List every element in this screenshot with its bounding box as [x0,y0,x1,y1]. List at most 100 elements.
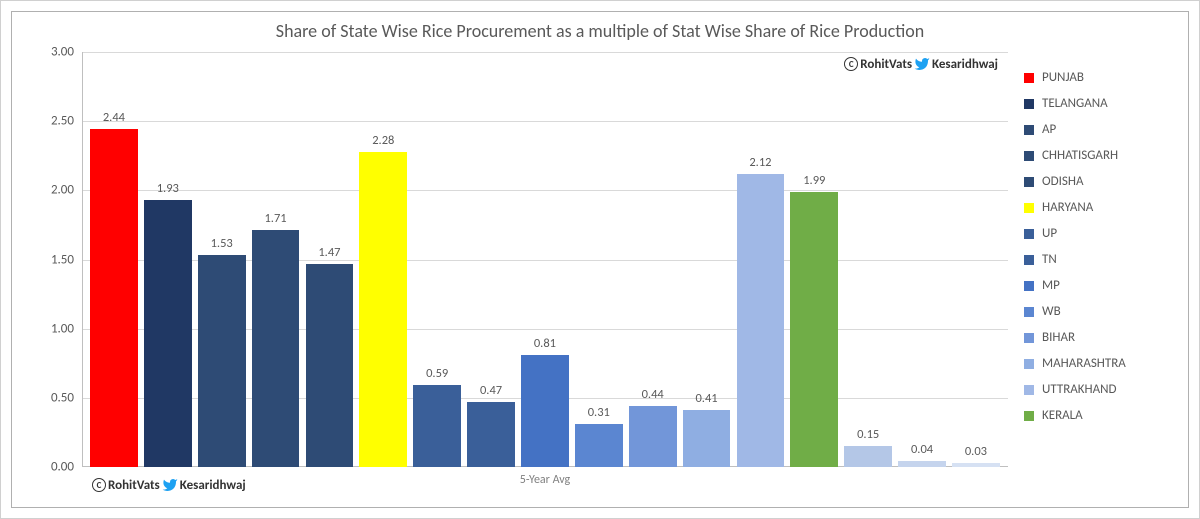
legend-swatch [1024,177,1034,187]
legend-swatch [1024,125,1034,135]
bar [629,406,677,467]
legend-swatch [1024,203,1034,213]
bar [790,192,838,467]
legend: PUNJAB TELANGANA AP CHHATISGARH ODISHA HARYAN… [1024,70,1174,434]
legend-label: BIHAR [1042,330,1075,345]
credit-bottom: C RohitVats Kesaridhwaj [92,477,246,493]
y-tick-label: 3.00 [51,45,74,60]
bar [198,255,246,467]
bar-slot: 0.03 [950,52,1002,467]
bar-slot: 1.99 [788,52,840,467]
y-tick-label: 1.50 [51,252,74,267]
y-tick-label: 0.50 [51,390,74,405]
legend-label: ODISHA [1042,174,1083,189]
legend-item: ODISHA [1024,174,1174,189]
bar [737,174,785,467]
bar-value-label: 0.15 [857,427,879,442]
bar-slot: 1.47 [304,52,356,467]
legend-label: KERALA [1042,408,1083,423]
bars-row: 2.44 1.93 1.53 1.71 1.47 2.28 0.59 0.47 0.81 0.31… [82,52,1008,467]
bar-value-label: 1.71 [264,211,286,226]
legend-swatch [1024,281,1034,291]
bar-slot: 0.04 [896,52,948,467]
legend-label: MP [1042,278,1060,293]
bar-slot: 0.59 [411,52,463,467]
bar-slot: 0.31 [573,52,625,467]
legend-swatch [1024,307,1034,317]
bar [144,200,192,467]
legend-item: TN [1024,252,1174,267]
legend-swatch [1024,255,1034,265]
legend-label: MAHARASHTRA [1042,356,1126,371]
chart-container: Share of State Wise Rice Procurement as … [11,11,1189,508]
legend-item: MP [1024,278,1174,293]
bar-slot: 2.28 [357,52,409,467]
legend-item: MAHARASHTRA [1024,356,1174,371]
legend-item: BIHAR [1024,330,1174,345]
y-tick-label: 0.00 [51,460,74,475]
bar-value-label: 0.41 [695,391,717,406]
legend-label: UTTRAKHAND [1042,382,1117,397]
legend-item: PUNJAB [1024,70,1174,85]
bar-value-label: 0.44 [642,387,664,402]
y-tick-label: 1.00 [51,321,74,336]
legend-label: CHHATISGARH [1042,148,1118,163]
legend-item: KERALA [1024,408,1174,423]
legend-label: HARYANA [1042,200,1093,215]
credit-author: RohitVats [108,478,160,493]
bar-value-label: 2.44 [103,110,125,125]
bar [252,230,300,467]
legend-item: CHHATISGARH [1024,148,1174,163]
bar [898,461,946,467]
legend-swatch [1024,411,1034,421]
legend-swatch [1024,99,1034,109]
bar-slot: 2.44 [88,52,140,467]
bar [952,463,1000,467]
legend-swatch [1024,333,1034,343]
bar-slot: 1.71 [250,52,302,467]
legend-swatch [1024,151,1034,161]
bar-value-label: 1.47 [318,245,340,260]
bar-value-label: 0.04 [911,442,933,457]
legend-label: PUNJAB [1042,70,1084,85]
bar [413,385,461,467]
bar-slot: 2.12 [735,52,787,467]
legend-item: HARYANA [1024,200,1174,215]
bar [844,446,892,467]
bar [575,424,623,467]
bar-value-label: 2.12 [749,155,771,170]
copyright-icon: C [92,478,106,492]
plot-area: 2.44 1.93 1.53 1.71 1.47 2.28 0.59 0.47 0.81 0.31… [82,52,1008,467]
bar-slot: 0.81 [519,52,571,467]
bar-value-label: 2.28 [372,133,394,148]
legend-swatch [1024,229,1034,239]
bar-value-label: 1.99 [803,173,825,188]
bar [467,402,515,467]
bar-slot: 0.41 [681,52,733,467]
legend-swatch [1024,359,1034,369]
bar-value-label: 0.81 [534,336,556,351]
bar-value-label: 1.93 [157,181,179,196]
bar-slot: 0.44 [627,52,679,467]
bar-value-label: 1.53 [211,236,233,251]
bar-value-label: 0.59 [426,366,448,381]
legend-label: AP [1042,122,1056,137]
chart-title: Share of State Wise Rice Procurement as … [12,12,1188,46]
legend-item: UP [1024,226,1174,241]
credit-twitter: Kesaridhwaj [180,478,246,493]
legend-label: WB [1042,304,1061,319]
bar [359,152,407,467]
bar-value-label: 0.31 [588,405,610,420]
bar [90,129,138,467]
legend-item: AP [1024,122,1174,137]
x-axis-label: 5-Year Avg [520,473,570,487]
legend-item: TELANGANA [1024,96,1174,111]
legend-label: TELANGANA [1042,96,1108,111]
y-tick-label: 2.00 [51,183,74,198]
bar-slot: 0.15 [842,52,894,467]
bar-slot: 1.53 [196,52,248,467]
y-tick-label: 2.50 [51,114,74,129]
bar-value-label: 0.47 [480,383,502,398]
bar-value-label: 0.03 [965,444,987,459]
legend-swatch [1024,385,1034,395]
